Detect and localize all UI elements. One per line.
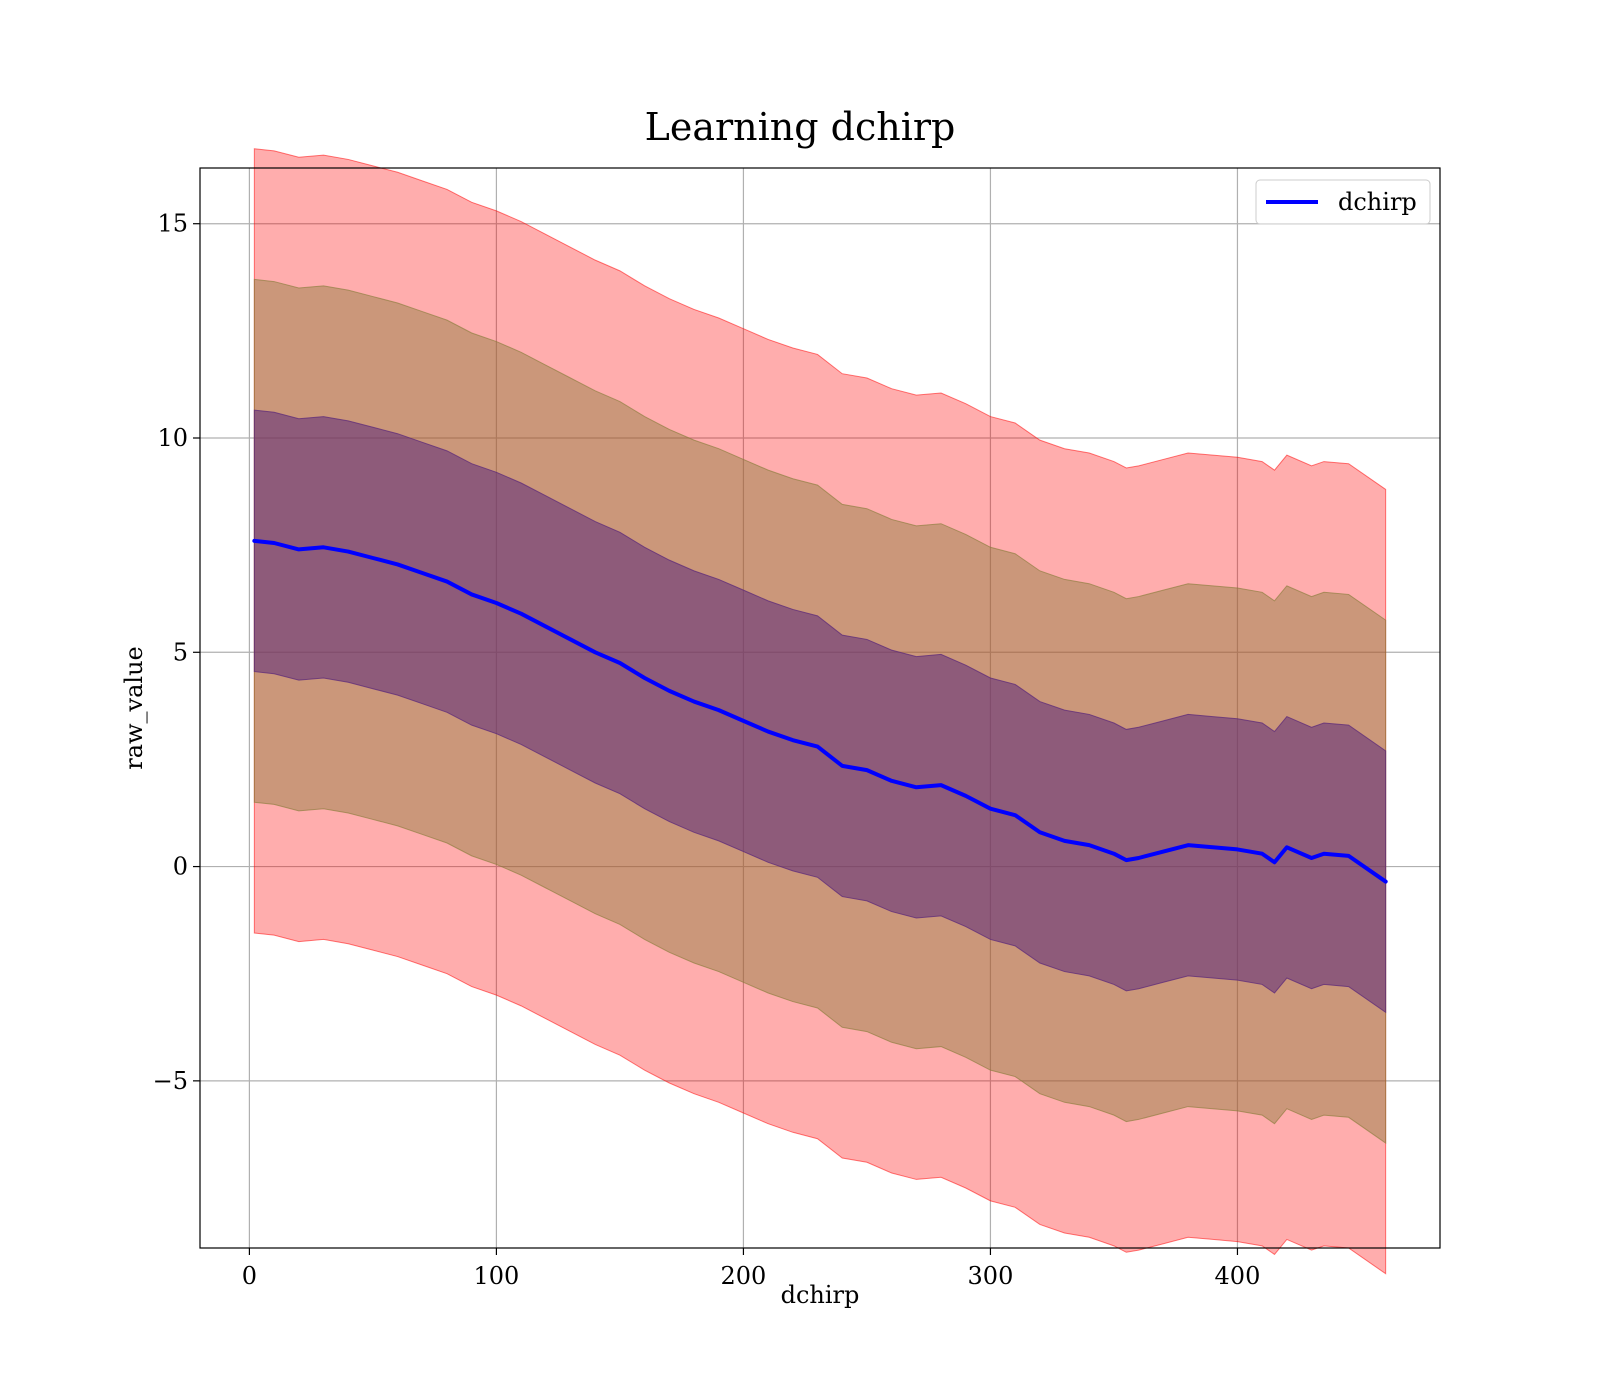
x-tick-label: 200 bbox=[721, 1262, 767, 1290]
data-point bbox=[914, 785, 918, 789]
y-axis-label: raw_value bbox=[120, 646, 148, 770]
data-point bbox=[494, 601, 498, 605]
data-point bbox=[988, 807, 992, 811]
data-point bbox=[1260, 852, 1264, 856]
data-point bbox=[1322, 852, 1326, 856]
x-tick-label: 100 bbox=[474, 1262, 520, 1290]
data-point bbox=[544, 625, 548, 629]
plot-frame bbox=[199, 167, 1441, 1249]
y-tick-label: 10 bbox=[157, 424, 188, 452]
data-point bbox=[1161, 850, 1165, 854]
data-point bbox=[1087, 843, 1091, 847]
data-point bbox=[692, 700, 696, 704]
data-point bbox=[717, 708, 721, 712]
data-point bbox=[1186, 843, 1190, 847]
data-point bbox=[1112, 852, 1116, 856]
data-point bbox=[766, 730, 770, 734]
x-tick-label: 0 bbox=[242, 1262, 257, 1290]
data-point bbox=[1063, 839, 1067, 843]
data-point bbox=[1235, 847, 1239, 851]
data-point bbox=[890, 779, 894, 783]
x-axis-label: dchirp bbox=[781, 1281, 860, 1309]
data-point bbox=[667, 689, 671, 693]
y-tick-label: 0 bbox=[173, 853, 188, 881]
data-point bbox=[1285, 845, 1289, 849]
data-point bbox=[519, 612, 523, 616]
data-point bbox=[1273, 860, 1277, 864]
confidence-bands bbox=[253, 148, 1387, 1275]
data-point bbox=[1137, 856, 1141, 860]
data-point bbox=[593, 650, 597, 654]
data-point bbox=[1211, 845, 1215, 849]
chart-title: Learning dchirp bbox=[645, 105, 956, 149]
y-tick-label: 15 bbox=[157, 210, 188, 238]
data-point bbox=[396, 562, 400, 566]
series-line-dchirp bbox=[252, 538, 1388, 884]
y-tick-label: −5 bbox=[153, 1067, 188, 1095]
plot-area bbox=[199, 148, 1441, 1275]
data-point bbox=[964, 794, 968, 798]
data-point bbox=[272, 541, 276, 545]
data-point bbox=[322, 545, 326, 549]
data-point bbox=[939, 783, 943, 787]
data-point bbox=[1347, 854, 1351, 858]
y-tick-label: 5 bbox=[173, 638, 188, 666]
data-point bbox=[865, 768, 869, 772]
x-tick-label: 400 bbox=[1215, 1262, 1261, 1290]
data-point bbox=[1124, 858, 1128, 862]
data-point bbox=[1310, 856, 1314, 860]
data-point bbox=[371, 556, 375, 560]
data-point bbox=[1384, 880, 1388, 884]
data-point bbox=[297, 547, 301, 551]
data-point bbox=[252, 539, 256, 543]
data-point bbox=[420, 571, 424, 575]
legend-label-dchirp: dchirp bbox=[1338, 188, 1417, 216]
y-axis: −5 0 5 10 15 bbox=[153, 210, 200, 1095]
data-point bbox=[569, 637, 573, 641]
data-point bbox=[741, 719, 745, 723]
data-point bbox=[643, 676, 647, 680]
data-point bbox=[618, 661, 622, 665]
data-point bbox=[346, 550, 350, 554]
legend: dchirp bbox=[1255, 179, 1431, 225]
legend-box bbox=[1255, 179, 1431, 225]
data-point bbox=[840, 764, 844, 768]
data-point bbox=[1038, 830, 1042, 834]
band-1-sigma bbox=[253, 409, 1387, 1014]
x-tick-label: 300 bbox=[968, 1262, 1014, 1290]
data-point bbox=[1013, 813, 1017, 817]
data-point bbox=[470, 592, 474, 596]
data-point bbox=[791, 738, 795, 742]
data-point bbox=[816, 745, 820, 749]
series-lines bbox=[252, 538, 1388, 884]
x-axis: 0 100 200 300 400 bbox=[242, 1248, 1261, 1290]
data-point bbox=[445, 580, 449, 584]
